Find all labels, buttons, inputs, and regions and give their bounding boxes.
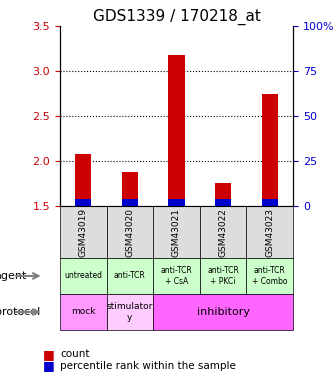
FancyBboxPatch shape — [153, 258, 200, 294]
Text: anti-TCR
+ Combo: anti-TCR + Combo — [252, 266, 287, 286]
FancyBboxPatch shape — [200, 207, 246, 258]
FancyBboxPatch shape — [60, 258, 107, 294]
Bar — [122, 199, 138, 207]
Text: inhibitory: inhibitory — [196, 307, 250, 317]
Text: GSM43023: GSM43023 — [265, 208, 274, 256]
Bar — [75, 199, 91, 207]
Bar — [262, 199, 278, 207]
FancyBboxPatch shape — [153, 207, 200, 258]
Text: percentile rank within the sample: percentile rank within the sample — [60, 361, 236, 370]
FancyBboxPatch shape — [60, 207, 107, 258]
Text: GSM43022: GSM43022 — [218, 208, 228, 256]
Bar — [215, 199, 231, 207]
Text: count: count — [60, 350, 90, 359]
Bar — [122, 172, 138, 207]
Text: ■: ■ — [43, 359, 55, 372]
Text: ■: ■ — [43, 348, 55, 361]
FancyBboxPatch shape — [246, 207, 293, 258]
Bar — [168, 199, 184, 207]
Text: protocol: protocol — [0, 307, 40, 317]
Text: anti-TCR
+ CsA: anti-TCR + CsA — [161, 266, 192, 286]
Text: GSM43020: GSM43020 — [125, 208, 135, 256]
Text: untreated: untreated — [64, 272, 102, 280]
Text: anti-TCR: anti-TCR — [114, 272, 146, 280]
FancyBboxPatch shape — [107, 207, 153, 258]
Text: GSM43021: GSM43021 — [172, 208, 181, 256]
Text: mock: mock — [71, 308, 96, 316]
Bar — [262, 94, 278, 207]
Bar — [168, 55, 184, 207]
FancyBboxPatch shape — [153, 294, 293, 330]
Bar — [215, 183, 231, 207]
FancyBboxPatch shape — [200, 258, 246, 294]
Title: GDS1339 / 170218_at: GDS1339 / 170218_at — [93, 9, 260, 25]
Text: anti-TCR
+ PKCi: anti-TCR + PKCi — [207, 266, 239, 286]
FancyBboxPatch shape — [107, 258, 153, 294]
Bar — [75, 154, 91, 207]
Text: stimulator
y: stimulator y — [107, 302, 153, 322]
FancyBboxPatch shape — [246, 258, 293, 294]
FancyBboxPatch shape — [107, 294, 153, 330]
FancyBboxPatch shape — [60, 294, 107, 330]
Text: agent: agent — [0, 271, 27, 281]
Text: GSM43019: GSM43019 — [79, 208, 88, 257]
